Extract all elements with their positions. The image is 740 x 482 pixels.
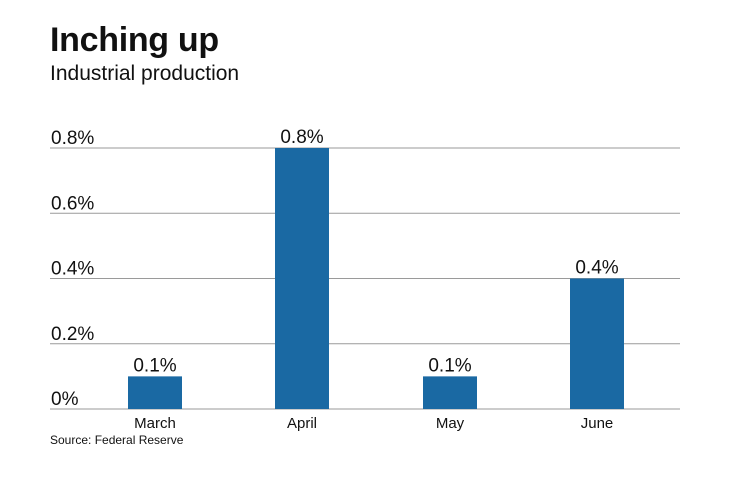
- chart-subtitle: Industrial production: [50, 62, 240, 85]
- y-tick-label: 0%: [51, 389, 79, 410]
- y-tick-label: 0.8%: [51, 128, 94, 149]
- source-note: Source: Federal Reserve: [50, 433, 184, 447]
- category-label-march: March: [134, 415, 176, 432]
- bars: [128, 148, 624, 409]
- x-axis-category-labels: March April May June: [134, 415, 613, 432]
- y-tick-label: 0.2%: [51, 324, 94, 345]
- data-labels: 0.1% 0.8% 0.1% 0.4%: [133, 127, 618, 376]
- y-tick-label: 0.6%: [51, 193, 94, 214]
- data-label-march: 0.1%: [133, 355, 176, 376]
- chart-title: Inching up: [50, 21, 219, 59]
- category-label-april: April: [287, 415, 317, 432]
- y-tick-label: 0.4%: [51, 259, 94, 280]
- data-label-june: 0.4%: [575, 258, 618, 279]
- bar-march: [128, 376, 182, 409]
- bar-june: [570, 278, 624, 409]
- bar-may: [423, 376, 477, 409]
- data-label-april: 0.8%: [280, 127, 323, 148]
- category-label-may: May: [436, 415, 465, 432]
- bar-april: [275, 148, 329, 409]
- data-label-may: 0.1%: [428, 355, 471, 376]
- y-axis-tick-labels: 0% 0.2% 0.4% 0.6% 0.8%: [51, 128, 94, 410]
- category-label-june: June: [581, 415, 614, 432]
